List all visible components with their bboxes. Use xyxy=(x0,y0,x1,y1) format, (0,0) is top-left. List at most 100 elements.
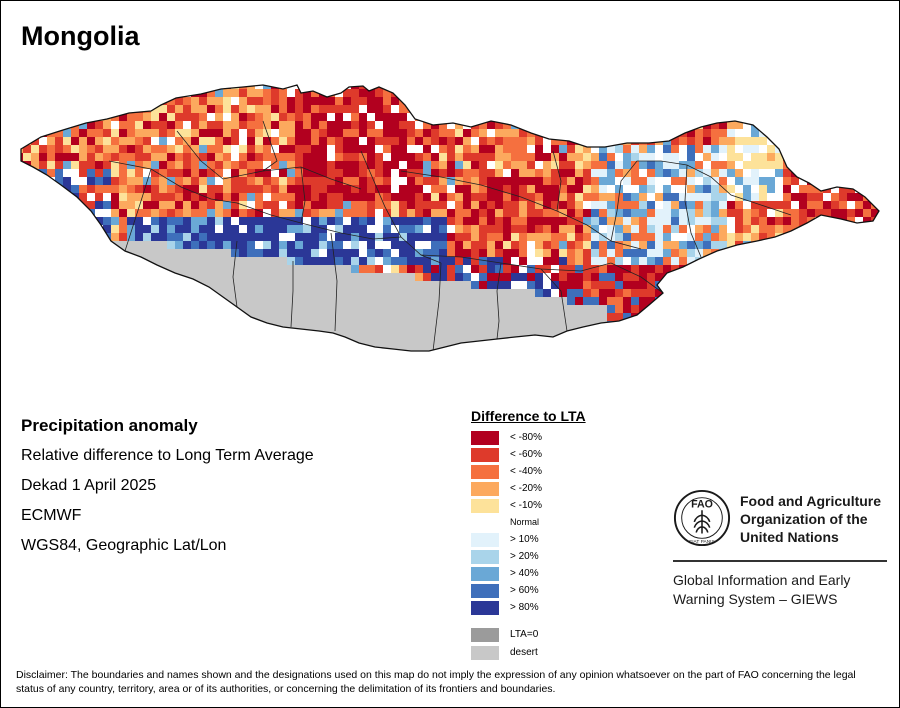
anomaly-cell xyxy=(863,273,871,281)
anomaly-cell xyxy=(71,89,79,97)
anomaly-cell xyxy=(71,313,79,321)
anomaly-cell xyxy=(151,145,159,153)
anomaly-cell xyxy=(111,305,119,313)
anomaly-cell xyxy=(607,169,615,177)
anomaly-cell xyxy=(455,201,463,209)
anomaly-cell xyxy=(255,193,263,201)
anomaly-cell xyxy=(639,321,647,329)
anomaly-cell xyxy=(95,161,103,169)
anomaly-cell xyxy=(111,273,119,281)
anomaly-cell xyxy=(95,265,103,273)
anomaly-cell xyxy=(543,225,551,233)
anomaly-cell xyxy=(295,113,303,121)
anomaly-cell xyxy=(431,89,439,97)
anomaly-cell xyxy=(535,305,543,313)
anomaly-cell xyxy=(23,313,31,321)
anomaly-cell xyxy=(791,305,799,313)
anomaly-cell xyxy=(519,193,527,201)
anomaly-cell xyxy=(31,353,39,361)
anomaly-cell xyxy=(719,257,727,265)
anomaly-cell xyxy=(199,105,207,113)
anomaly-cell xyxy=(103,313,111,321)
anomaly-cell xyxy=(183,289,191,297)
legend-label: < -40% xyxy=(510,466,542,477)
anomaly-cell xyxy=(231,297,239,305)
anomaly-cell xyxy=(487,225,495,233)
anomaly-cell xyxy=(431,305,439,313)
anomaly-cell xyxy=(575,129,583,137)
anomaly-cell xyxy=(415,97,423,105)
anomaly-cell xyxy=(775,217,783,225)
anomaly-cell xyxy=(471,249,479,257)
anomaly-cell xyxy=(511,313,519,321)
anomaly-cell xyxy=(399,241,407,249)
anomaly-cell xyxy=(759,177,767,185)
anomaly-cell xyxy=(167,225,175,233)
anomaly-cell xyxy=(663,233,671,241)
anomaly-cell xyxy=(279,97,287,105)
anomaly-cell xyxy=(287,241,295,249)
anomaly-cell xyxy=(55,177,63,185)
anomaly-cell xyxy=(767,201,775,209)
anomaly-cell xyxy=(663,321,671,329)
anomaly-cell xyxy=(295,121,303,129)
anomaly-cell xyxy=(287,177,295,185)
anomaly-cell xyxy=(775,321,783,329)
anomaly-cell xyxy=(447,113,455,121)
anomaly-cell xyxy=(751,193,759,201)
anomaly-cell xyxy=(479,289,487,297)
anomaly-cell xyxy=(79,337,87,345)
anomaly-cell xyxy=(847,329,855,337)
anomaly-cell xyxy=(551,313,559,321)
anomaly-cell xyxy=(503,145,511,153)
anomaly-cell xyxy=(95,121,103,129)
anomaly-cell xyxy=(703,209,711,217)
anomaly-cell xyxy=(391,193,399,201)
anomaly-cell xyxy=(63,145,71,153)
anomaly-cell xyxy=(311,337,319,345)
anomaly-cell xyxy=(695,145,703,153)
anomaly-cell xyxy=(375,289,383,297)
anomaly-cell xyxy=(711,241,719,249)
anomaly-cell xyxy=(599,313,607,321)
anomaly-cell xyxy=(47,321,55,329)
anomaly-cell xyxy=(719,281,727,289)
anomaly-cell xyxy=(31,225,39,233)
anomaly-cell xyxy=(855,305,863,313)
anomaly-cell xyxy=(383,289,391,297)
anomaly-cell xyxy=(95,89,103,97)
anomaly-cell xyxy=(167,201,175,209)
anomaly-cell xyxy=(647,169,655,177)
anomaly-cell xyxy=(655,305,663,313)
anomaly-cell xyxy=(751,129,759,137)
anomaly-cell xyxy=(479,169,487,177)
anomaly-cell xyxy=(63,209,71,217)
anomaly-cell xyxy=(223,153,231,161)
anomaly-cell xyxy=(751,281,759,289)
anomaly-cell xyxy=(839,313,847,321)
anomaly-cell xyxy=(727,233,735,241)
anomaly-cell xyxy=(415,233,423,241)
anomaly-cell xyxy=(55,121,63,129)
anomaly-cell xyxy=(759,85,767,89)
anomaly-cell xyxy=(823,201,831,209)
anomaly-cell xyxy=(759,217,767,225)
anomaly-cell xyxy=(527,137,535,145)
anomaly-cell xyxy=(71,321,79,329)
anomaly-cell xyxy=(407,329,415,337)
anomaly-cell xyxy=(215,89,223,97)
anomaly-cell xyxy=(775,121,783,129)
anomaly-cell xyxy=(599,121,607,129)
legend-swatch xyxy=(471,601,499,615)
anomaly-cell xyxy=(855,153,863,161)
anomaly-cell xyxy=(327,281,335,289)
anomaly-cell xyxy=(463,89,471,97)
anomaly-cell xyxy=(487,177,495,185)
anomaly-cell xyxy=(399,329,407,337)
anomaly-cell xyxy=(503,161,511,169)
anomaly-cell xyxy=(791,281,799,289)
anomaly-cell xyxy=(21,249,23,257)
anomaly-cell xyxy=(375,273,383,281)
anomaly-cell xyxy=(127,345,135,351)
anomaly-cell xyxy=(255,169,263,177)
